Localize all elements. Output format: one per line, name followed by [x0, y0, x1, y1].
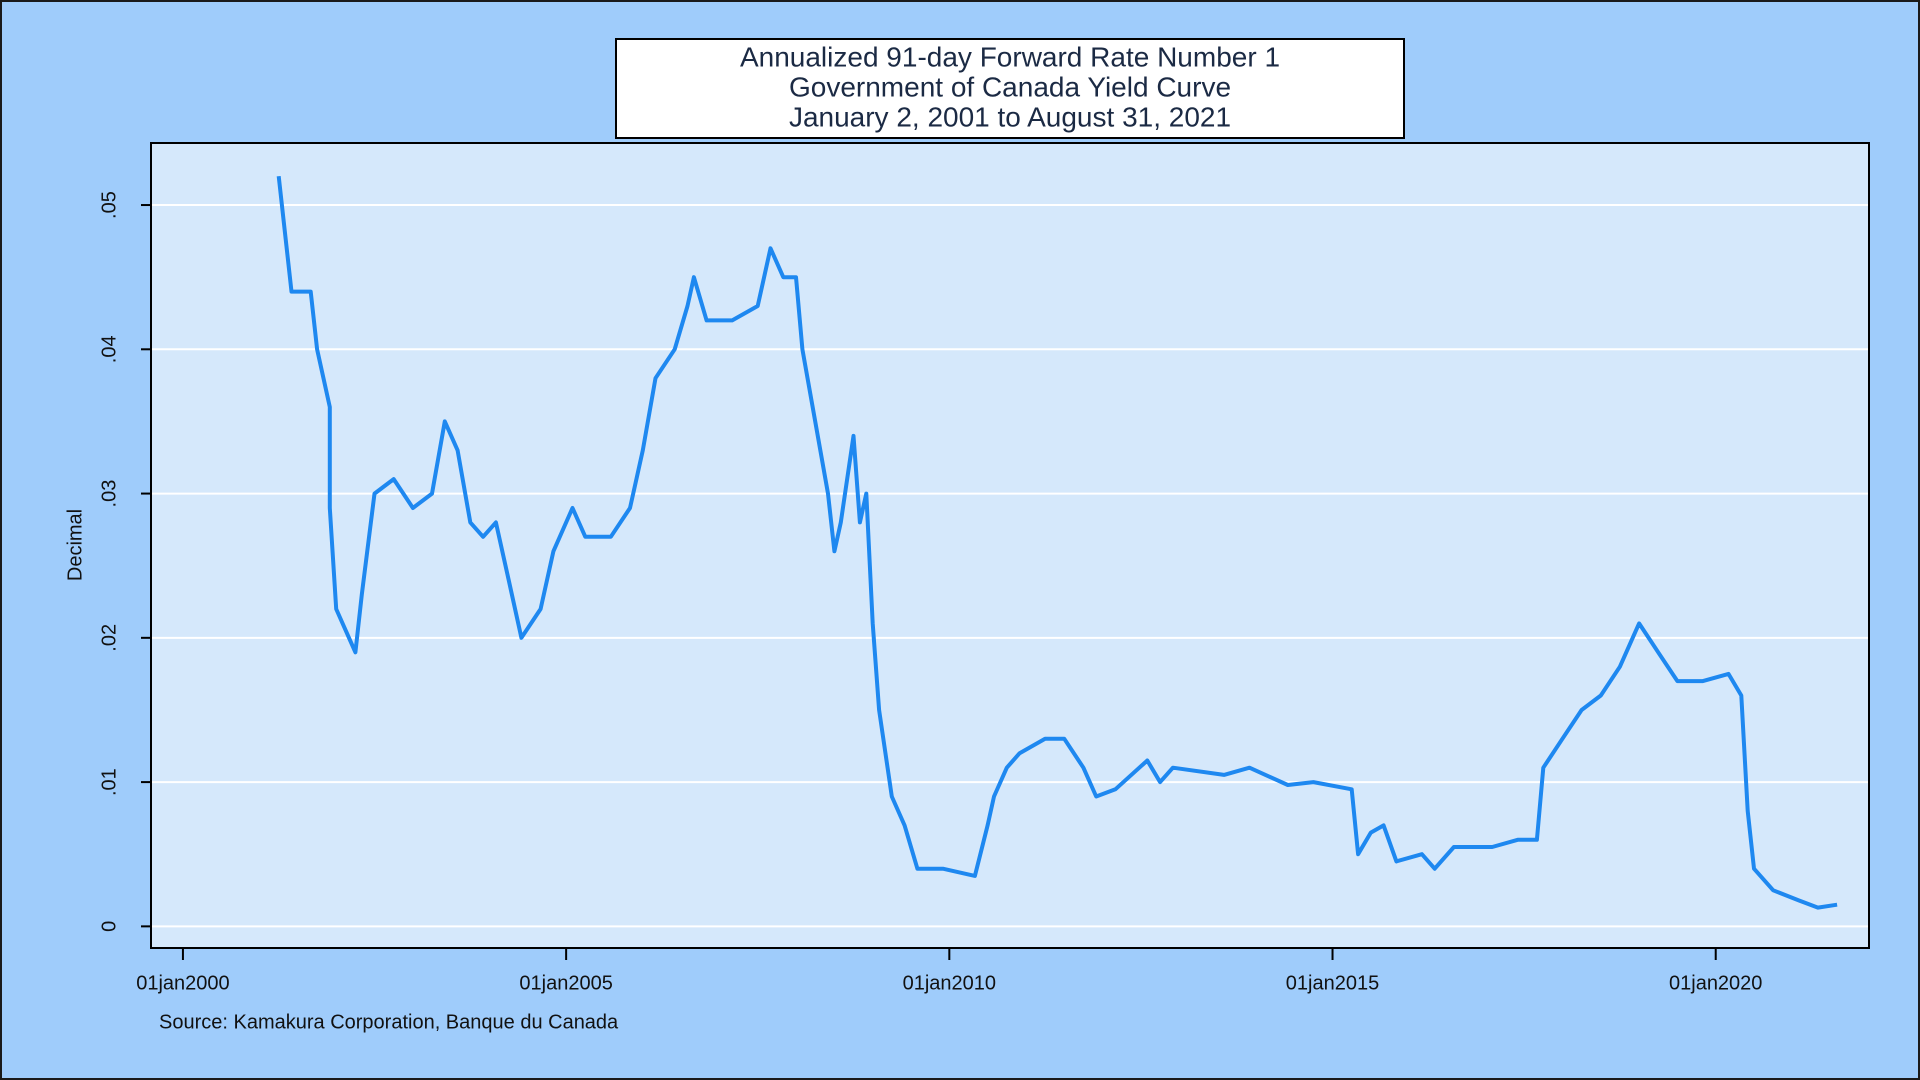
title-box [615, 38, 1405, 139]
y-tick-label: .05 [98, 191, 120, 219]
x-tick-label: 01jan2010 [903, 972, 996, 994]
y-tick-label: .03 [98, 480, 120, 508]
y-tick-label: .02 [98, 624, 120, 652]
source-note: Source: Kamakura Corporation, Banque du … [159, 1011, 619, 1033]
y-tick-label: .04 [98, 335, 120, 363]
y-axis-label: Decimal [64, 509, 86, 581]
chart-title: January 2, 2001 to August 31, 2021 [789, 101, 1231, 132]
x-tick-label: 01jan2000 [136, 972, 229, 994]
chart-title: Government of Canada Yield Curve [789, 71, 1231, 102]
x-tick-label: 01jan2015 [1286, 972, 1379, 994]
y-tick-label: 0 [98, 921, 120, 932]
x-tick-label: 01jan2005 [519, 972, 612, 994]
plot-area [150, 142, 1870, 949]
y-tick-label: .01 [98, 768, 120, 796]
chart-title: Annualized 91-day Forward Rate Number 1 [740, 41, 1280, 72]
x-tick-label: 01jan2020 [1669, 972, 1762, 994]
data-line [276, 175, 1838, 910]
